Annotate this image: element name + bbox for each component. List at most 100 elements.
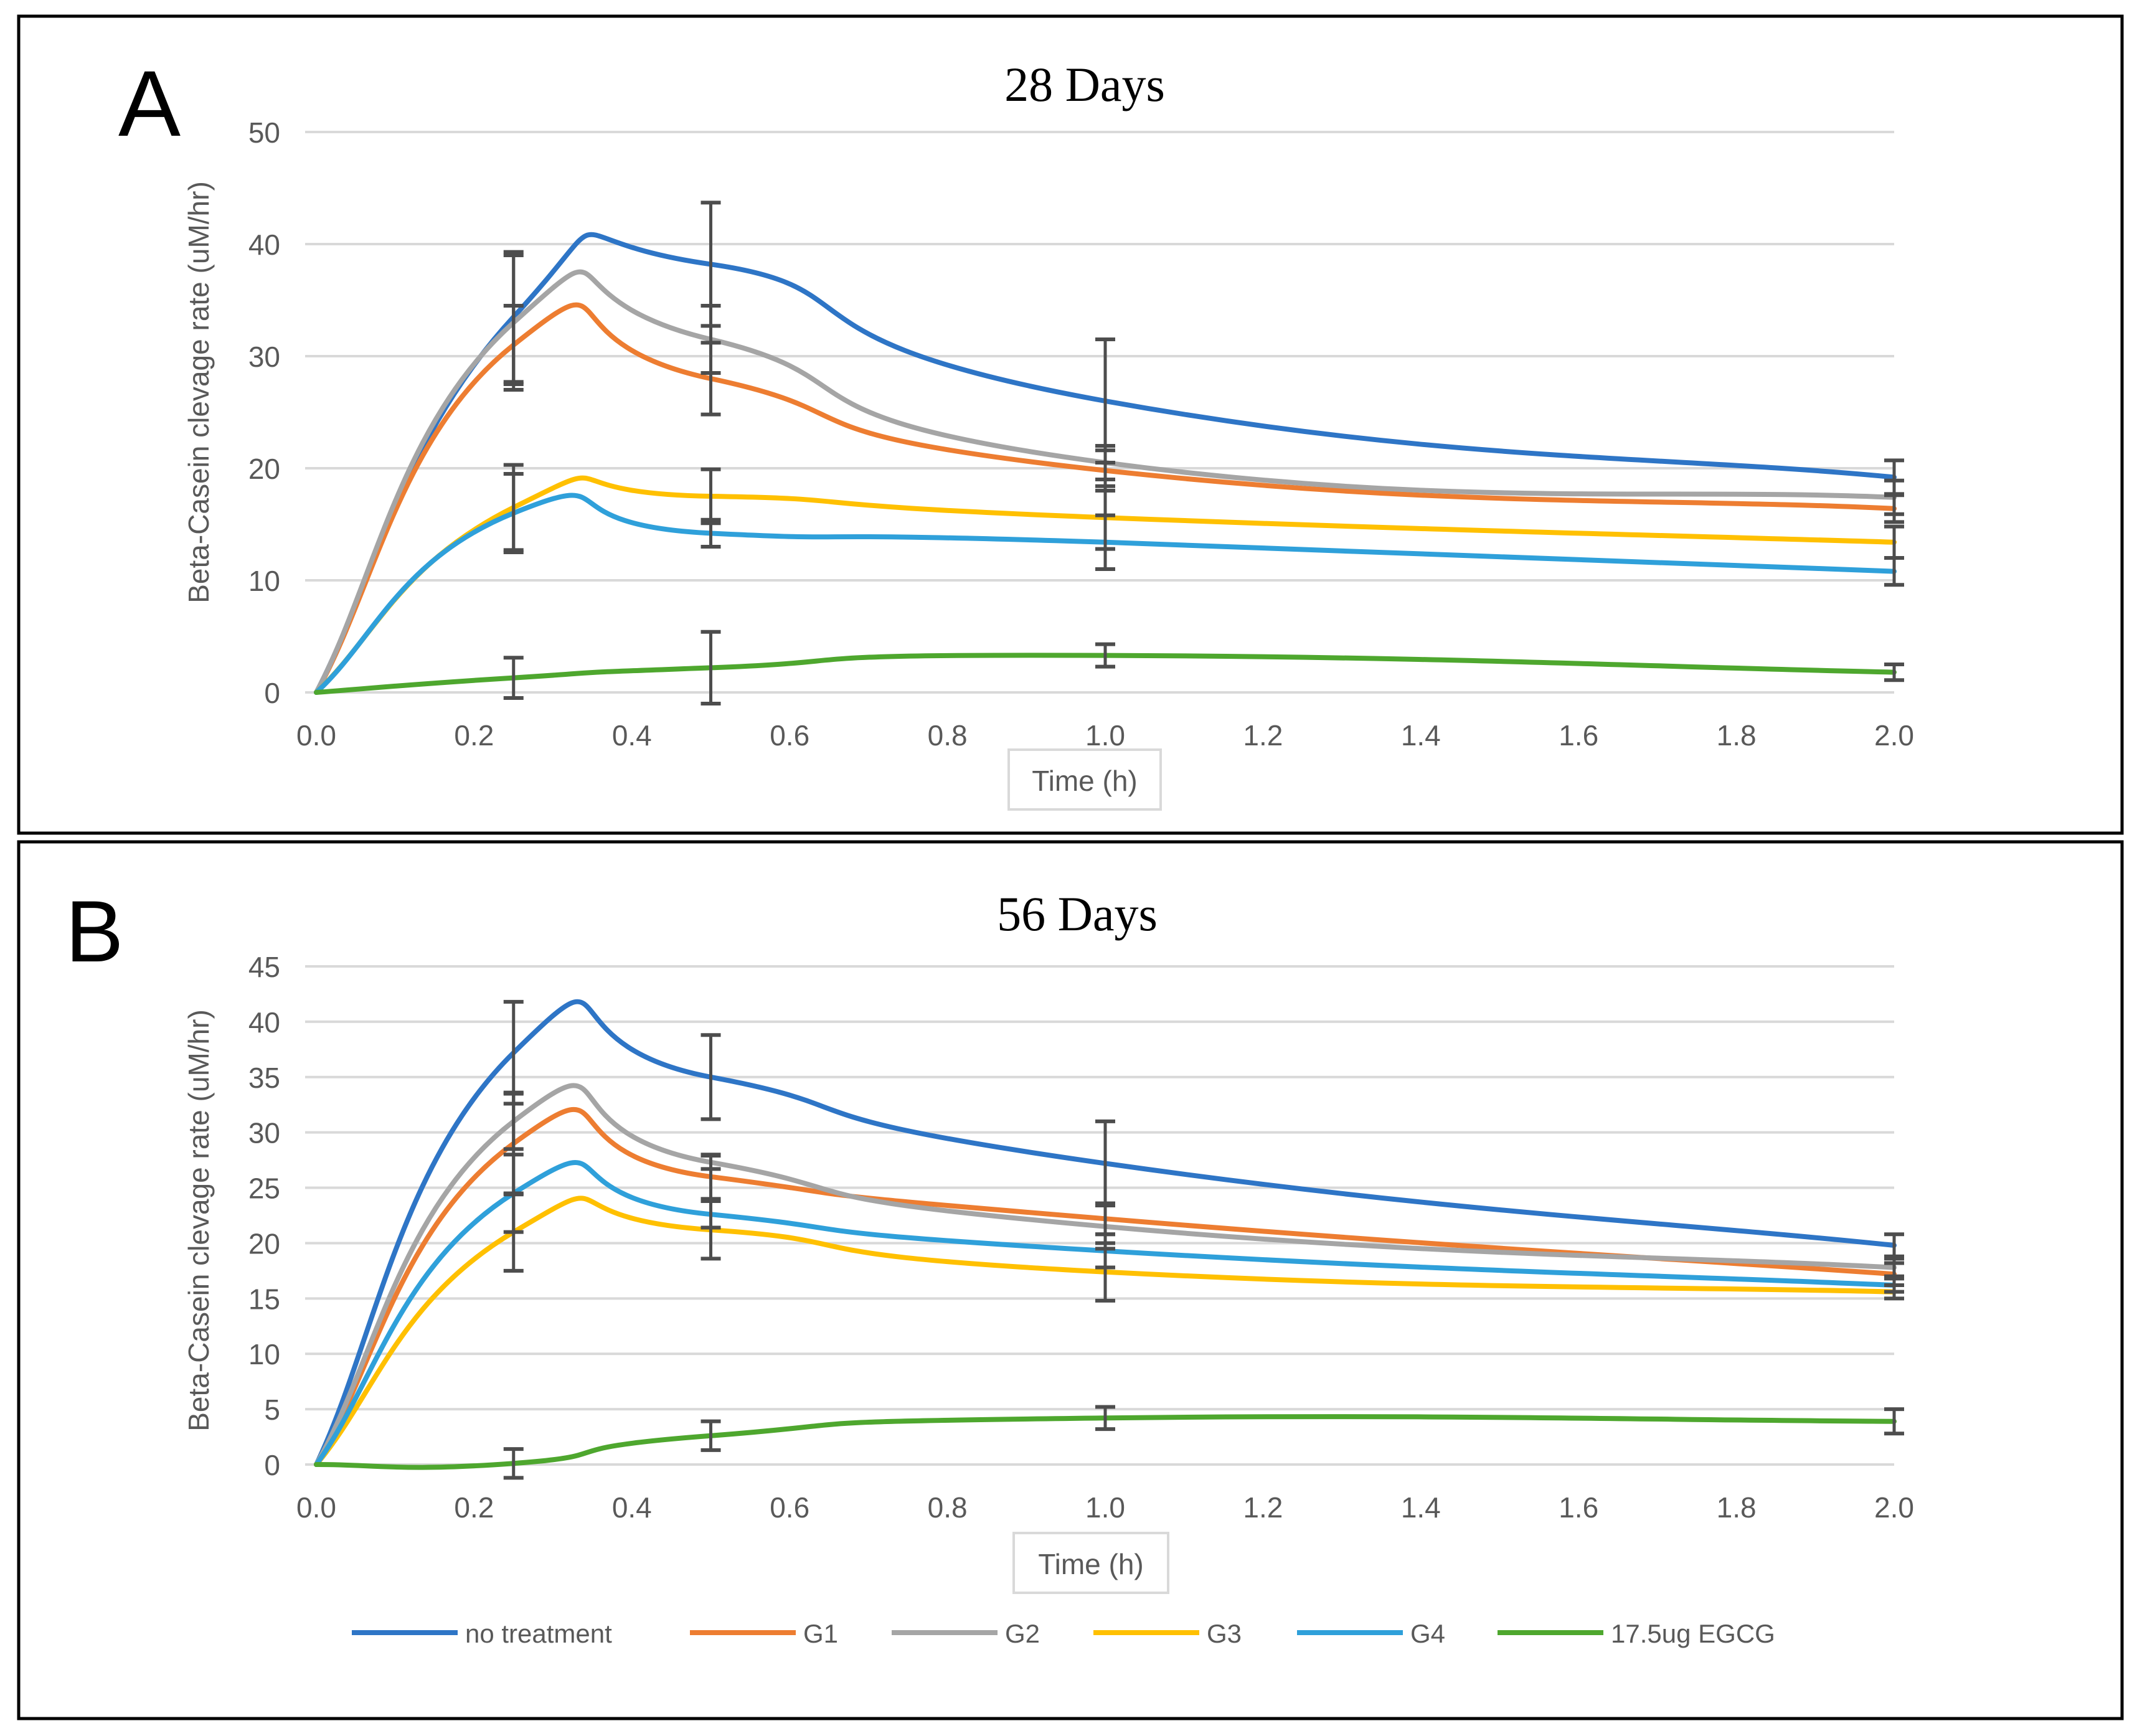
- y-tick-label: 0: [264, 677, 280, 709]
- error-bar: [701, 1033, 721, 1121]
- error-bar: [701, 1199, 721, 1230]
- x-tick-label: 0.4: [612, 719, 652, 752]
- error-bar: [503, 656, 524, 700]
- y-tick-label: 30: [248, 1117, 280, 1149]
- y-tick-label: 20: [248, 1227, 280, 1260]
- x-tick-label: 0.2: [454, 719, 494, 752]
- error-bar: [503, 472, 524, 554]
- panel-a-plot: 0 10 20 30 40 50 0.0 0.2 0.4 0.6 0.8 1.0 1.2 1.4 1.6 1.…: [248, 116, 1914, 752]
- error-bar: [1884, 556, 1904, 587]
- x-tick-label: 0.8: [928, 1491, 968, 1524]
- error-bar: [503, 1153, 524, 1234]
- error-bar: [503, 253, 524, 392]
- panel-a-xlabel-box: [1007, 748, 1162, 811]
- y-tick-label: 15: [248, 1283, 280, 1315]
- panel-b-plot: 0 5 10 15 20 25 30 35 40 45 0.0 0.2 0.4 0.6 0.8 1.0 1.2 1…: [248, 951, 1914, 1524]
- series-line-g2: [314, 1083, 1897, 1467]
- y-tick-label: 50: [248, 116, 280, 149]
- panel-a-letter: A: [118, 51, 181, 156]
- panel-b-xlabel-box: [1012, 1532, 1169, 1594]
- y-tick-label: 25: [248, 1172, 280, 1205]
- y-tick-label: 40: [248, 229, 280, 261]
- x-tick-label: 1.8: [1717, 1491, 1757, 1524]
- panel-a-frame: [17, 14, 2124, 835]
- legend: no treatment G1 G2 G3 G4 17.5ug EGCG: [352, 1619, 1775, 1648]
- legend-label: 17.5ug EGCG: [1611, 1619, 1775, 1648]
- y-tick-label: 0: [264, 1449, 280, 1481]
- x-tick-label: 0.4: [612, 1491, 652, 1524]
- x-tick-label: 0.8: [928, 719, 968, 752]
- x-tick-label: 1.6: [1559, 719, 1598, 752]
- series-line-g1: [314, 302, 1897, 695]
- error-bar: [701, 1154, 721, 1171]
- error-bar: [701, 517, 721, 549]
- panel-a-xlabel: Time (h): [1032, 765, 1138, 797]
- error-bar: [1884, 1257, 1904, 1278]
- series-line-g3: [314, 1196, 1897, 1467]
- x-tick-label: 1.6: [1559, 1491, 1598, 1524]
- legend-label: G4: [1410, 1619, 1445, 1648]
- panel-b-ylabel: Beta-Casein clevage rate (uM/hr): [182, 1009, 215, 1432]
- error-bar: [1095, 444, 1115, 481]
- series-line-g2: [314, 269, 1897, 695]
- series-line-g3: [314, 475, 1897, 695]
- error-bar: [1095, 642, 1115, 669]
- x-tick-label: 0.0: [296, 1491, 336, 1524]
- x-tick-label: 1.4: [1401, 719, 1441, 752]
- error-bar: [701, 304, 721, 375]
- legend-label: no treatment: [465, 1619, 612, 1648]
- y-tick-label: 40: [248, 1006, 280, 1039]
- y-tick-label: 30: [248, 341, 280, 373]
- y-tick-label: 20: [248, 453, 280, 485]
- series-line-g4: [314, 1160, 1897, 1467]
- legend-item: 17.5ug EGCG: [1498, 1619, 1775, 1648]
- error-bar: [503, 1092, 524, 1151]
- panel-a: A 28 Days 0 10 20 30 40 50 0.0 0.2 0.4 0.6 0.8 1.0 1…: [17, 14, 2124, 835]
- series-line-g1: [314, 1106, 1897, 1467]
- panel-b-letter: B: [65, 882, 123, 980]
- legend-item: G3: [1093, 1619, 1242, 1648]
- legend-item: G2: [892, 1619, 1040, 1648]
- error-bar: [1095, 1405, 1115, 1432]
- error-bar: [701, 1419, 721, 1452]
- x-tick-label: 1.2: [1243, 1491, 1283, 1524]
- y-tick-label: 35: [248, 1062, 280, 1094]
- error-bar: [1884, 478, 1904, 516]
- x-tick-label: 1.0: [1085, 1491, 1125, 1524]
- x-tick-label: 1.2: [1243, 719, 1283, 752]
- y-tick-label: 45: [248, 951, 280, 983]
- legend-label: G2: [1005, 1619, 1040, 1648]
- error-bar: [1884, 1232, 1904, 1258]
- legend-item: G4: [1297, 1619, 1445, 1648]
- x-tick-label: 0.6: [770, 1491, 809, 1524]
- legend-label: G1: [803, 1619, 838, 1648]
- x-tick-label: 1.4: [1401, 1491, 1441, 1524]
- x-tick-label: 0.6: [770, 719, 809, 752]
- x-tick-label: 0.0: [296, 719, 336, 752]
- x-tick-label: 1.0: [1085, 719, 1125, 752]
- error-bar: [1884, 1407, 1904, 1436]
- legend-item: no treatment: [352, 1619, 612, 1648]
- legend-label: G3: [1207, 1619, 1242, 1648]
- error-bar: [1095, 1232, 1115, 1270]
- panel-a-ylabel: Beta-Casein clevage rate (uM/hr): [182, 181, 215, 603]
- error-bar: [1095, 513, 1115, 571]
- panel-b-xlabel: Time (h): [1038, 1548, 1144, 1580]
- y-tick-label: 10: [248, 565, 280, 597]
- panel-b-title: 56 Days: [997, 887, 1158, 941]
- panel-b: B 56 Days 0 5 10 15 20 25 30 35 40 45 0.0 0.2 0.4 0.6…: [17, 840, 2124, 1720]
- x-tick-label: 1.8: [1717, 719, 1757, 752]
- y-tick-label: 5: [264, 1394, 280, 1426]
- x-tick-label: 2.0: [1874, 1491, 1914, 1524]
- error-bar: [701, 630, 721, 705]
- y-tick-label: 10: [248, 1338, 280, 1370]
- series-line-g4: [314, 493, 1897, 695]
- x-tick-label: 0.2: [454, 1491, 494, 1524]
- x-tick-label: 2.0: [1874, 719, 1914, 752]
- error-bar: [1884, 663, 1904, 682]
- series-line-no-treatment: [314, 999, 1897, 1467]
- error-bar: [1884, 1276, 1904, 1294]
- legend-item: G1: [690, 1619, 838, 1648]
- panel-a-title: 28 Days: [1004, 57, 1165, 111]
